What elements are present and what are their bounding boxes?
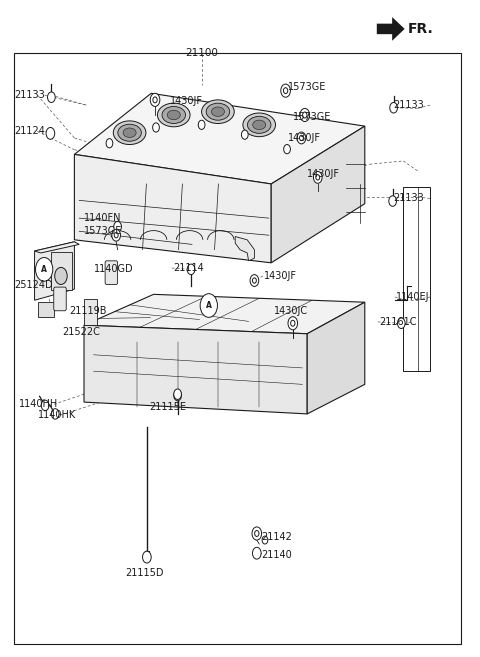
Text: 25124D: 25124D [14, 280, 53, 290]
Circle shape [290, 320, 295, 326]
Polygon shape [35, 242, 79, 253]
Text: FR.: FR. [408, 22, 434, 36]
Polygon shape [84, 294, 365, 334]
Circle shape [262, 536, 268, 544]
Circle shape [114, 221, 121, 232]
Ellipse shape [248, 116, 271, 133]
Ellipse shape [243, 113, 276, 137]
FancyBboxPatch shape [54, 287, 66, 311]
Text: 21133: 21133 [394, 193, 424, 204]
Text: 1140FN: 1140FN [84, 213, 121, 223]
Circle shape [46, 127, 55, 139]
Circle shape [297, 132, 306, 144]
Text: 1430JF: 1430JF [288, 133, 321, 143]
Text: 21522C: 21522C [62, 327, 100, 337]
Ellipse shape [113, 121, 146, 145]
Circle shape [143, 551, 151, 563]
Circle shape [241, 130, 248, 139]
Circle shape [55, 267, 67, 284]
Circle shape [174, 390, 181, 401]
Text: 1140EJ: 1140EJ [396, 292, 430, 302]
Circle shape [397, 318, 405, 328]
Circle shape [48, 92, 55, 102]
Ellipse shape [123, 128, 136, 137]
FancyBboxPatch shape [51, 252, 72, 290]
Circle shape [390, 102, 397, 113]
Text: 21114: 21114 [173, 263, 204, 273]
Polygon shape [35, 242, 74, 300]
Text: 1430JF: 1430JF [170, 95, 204, 106]
Polygon shape [235, 237, 254, 261]
Circle shape [313, 171, 322, 183]
Text: 21161C: 21161C [379, 317, 417, 327]
Text: 21133: 21133 [394, 100, 424, 110]
Circle shape [200, 294, 217, 317]
Text: 21133: 21133 [14, 90, 45, 101]
FancyBboxPatch shape [84, 299, 97, 325]
Ellipse shape [157, 103, 190, 127]
Ellipse shape [162, 106, 185, 124]
Circle shape [51, 409, 59, 419]
Circle shape [284, 145, 290, 154]
Circle shape [250, 275, 259, 286]
Text: 21142: 21142 [262, 532, 292, 543]
Polygon shape [74, 93, 365, 184]
Text: 1430JF: 1430JF [264, 271, 297, 281]
Ellipse shape [206, 103, 229, 120]
Circle shape [389, 196, 396, 206]
Circle shape [198, 120, 205, 129]
Circle shape [150, 93, 160, 106]
Text: 21119B: 21119B [70, 306, 107, 316]
Circle shape [300, 108, 310, 122]
Text: A: A [41, 265, 47, 274]
Circle shape [281, 84, 290, 97]
Text: 1573GE: 1573GE [288, 82, 326, 93]
Ellipse shape [211, 107, 225, 116]
Circle shape [283, 88, 288, 94]
Text: 21140: 21140 [262, 550, 292, 560]
Circle shape [153, 97, 157, 103]
Circle shape [254, 531, 259, 536]
Text: 21100: 21100 [185, 47, 218, 58]
Circle shape [112, 229, 120, 241]
Circle shape [36, 258, 53, 281]
Circle shape [187, 264, 195, 275]
Ellipse shape [252, 120, 266, 129]
Text: 21115E: 21115E [149, 402, 187, 413]
Text: 1140HH: 1140HH [19, 399, 59, 409]
Circle shape [316, 175, 320, 180]
Text: 1140GD: 1140GD [94, 264, 133, 275]
Polygon shape [74, 154, 271, 263]
Circle shape [153, 123, 159, 132]
Circle shape [114, 233, 118, 238]
Circle shape [252, 527, 262, 540]
Polygon shape [377, 17, 405, 41]
Circle shape [174, 389, 181, 399]
Ellipse shape [167, 110, 180, 120]
Polygon shape [84, 325, 307, 414]
FancyBboxPatch shape [38, 302, 54, 317]
Circle shape [288, 317, 298, 330]
Text: 1430JC: 1430JC [274, 306, 308, 316]
Circle shape [252, 278, 256, 283]
Ellipse shape [118, 124, 141, 141]
Text: 21115D: 21115D [125, 568, 163, 578]
Circle shape [300, 135, 303, 141]
Text: A: A [206, 301, 212, 310]
Ellipse shape [202, 100, 234, 124]
Polygon shape [307, 302, 365, 414]
Polygon shape [271, 126, 365, 263]
FancyBboxPatch shape [105, 261, 118, 284]
Circle shape [302, 112, 307, 118]
Text: 1573GE: 1573GE [293, 112, 331, 122]
Text: 1430JF: 1430JF [307, 169, 340, 179]
Text: 1140HK: 1140HK [38, 410, 77, 420]
Circle shape [106, 139, 113, 148]
Circle shape [41, 400, 49, 411]
Text: 21124: 21124 [14, 126, 45, 137]
Text: 1573GE: 1573GE [84, 226, 122, 237]
Circle shape [252, 547, 261, 559]
